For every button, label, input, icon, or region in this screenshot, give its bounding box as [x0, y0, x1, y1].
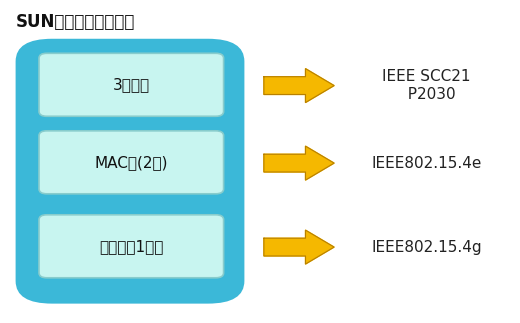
- Text: MAC層(2層): MAC層(2層): [95, 155, 168, 170]
- Polygon shape: [264, 69, 334, 103]
- FancyBboxPatch shape: [39, 53, 224, 116]
- Text: IEEE SCC21
  P2030: IEEE SCC21 P2030: [382, 69, 471, 102]
- FancyBboxPatch shape: [39, 215, 224, 278]
- FancyBboxPatch shape: [16, 39, 244, 304]
- Text: IEEE802.15.4e: IEEE802.15.4e: [371, 156, 482, 171]
- Polygon shape: [264, 146, 334, 180]
- Polygon shape: [264, 230, 334, 264]
- Text: 3層以上: 3層以上: [113, 77, 150, 92]
- Text: 物理層（1層）: 物理層（1層）: [99, 239, 163, 254]
- Text: IEEE802.15.4g: IEEE802.15.4g: [371, 240, 482, 255]
- FancyBboxPatch shape: [39, 131, 224, 194]
- Text: SUN対応無線デバイス: SUN対応無線デバイス: [16, 13, 135, 31]
